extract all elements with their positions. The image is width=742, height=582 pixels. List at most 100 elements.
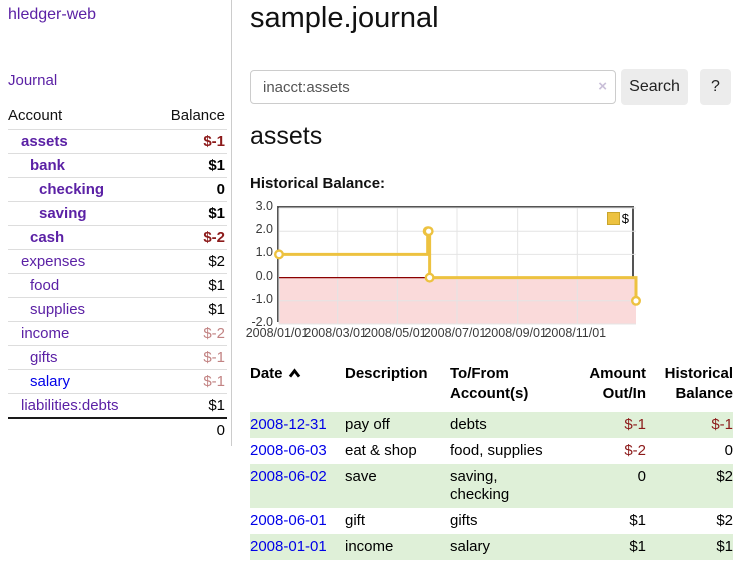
account-link-expenses[interactable]: expenses — [21, 253, 86, 270]
help-button[interactable]: ? — [700, 69, 731, 105]
balance-cell: $1 — [646, 534, 733, 560]
account-row: salary $-1 — [8, 369, 227, 394]
account-name-cell: cash — [8, 225, 154, 250]
x-axis-tick-label: 2008/07/01 — [423, 326, 487, 340]
sidebar: hledger-web Journal Account Balance asse… — [0, 0, 232, 446]
transaction-row: 2008-12-31 pay off debts $-1 $-1 — [250, 412, 733, 438]
sort-ascending-icon — [288, 364, 301, 384]
account-name-cell: bank — [8, 153, 154, 178]
clear-search-icon[interactable]: × — [598, 78, 607, 95]
accounts-cell: saving, checking — [450, 464, 560, 508]
y-axis-tick-label: 1.0 — [255, 245, 273, 260]
account-name-cell: saving — [8, 201, 154, 226]
date-cell: 2008-12-31 — [250, 412, 345, 438]
account-row: expenses $2 — [8, 249, 227, 274]
account-link-liabilities-debts[interactable]: liabilities:debts — [21, 397, 119, 414]
x-axis-tick-label: 2008/05/01 — [364, 326, 427, 340]
accounts-cell: debts — [450, 412, 560, 438]
account-link-income[interactable]: income — [21, 325, 70, 342]
account-balance: $1 — [153, 297, 227, 322]
account-link-supplies[interactable]: supplies — [30, 301, 86, 318]
account-balance: $-1 — [153, 129, 227, 154]
x-axis-tick-label: 2008/01/01 — [245, 326, 309, 340]
transaction-date-link[interactable]: 2008-06-02 — [250, 468, 327, 485]
amount-cell: $1 — [560, 534, 646, 560]
y-axis-tick-label: -2.0 — [251, 315, 273, 329]
transaction-date-link[interactable]: 2008-06-01 — [250, 512, 327, 529]
transaction-date-link[interactable]: 2008-12-31 — [250, 416, 327, 433]
account-name-cell: checking — [8, 177, 154, 202]
amount-cell: $-1 — [560, 412, 646, 438]
account-link-food[interactable]: food — [30, 277, 60, 294]
chart-canvas — [274, 207, 642, 325]
register-header-row: Date Description To/From Account(s) Amou… — [250, 360, 733, 412]
account-row: supplies $1 — [8, 297, 227, 322]
account-row: income $-2 — [8, 321, 227, 346]
account-row: liabilities:debts $1 — [8, 393, 227, 418]
search-button[interactable]: Search — [621, 69, 688, 105]
app-title-link[interactable]: hledger-web — [8, 6, 97, 23]
page-title: sample.journal — [250, 2, 439, 34]
accounts-total-balance: 0 — [153, 417, 227, 442]
account-balance: $-2 — [153, 225, 227, 250]
account-name-cell: salary — [8, 369, 154, 394]
transaction-row: 2008-06-01 gift gifts $1 $2 — [250, 508, 733, 534]
account-link-gifts[interactable]: gifts — [30, 349, 58, 366]
accounts-total-row: 0 — [8, 417, 227, 442]
account-link-assets[interactable]: assets — [21, 133, 68, 150]
description-cell: pay off — [345, 412, 450, 438]
search-input[interactable] — [250, 70, 616, 104]
y-axis-tick-label: 0.0 — [255, 268, 273, 283]
accounts-table: Account Balance assets $-1 bank $1 checking 0… — [8, 104, 227, 442]
amount-column-header: Amount Out/In — [589, 365, 646, 402]
y-axis-tick-label: 3.0 — [255, 199, 273, 213]
x-axis-tick-label: 2008/03/01 — [304, 326, 367, 340]
sidebar-item-journal[interactable]: Journal — [8, 72, 58, 89]
balance-cell: $-1 — [646, 412, 733, 438]
balance-col-header: Balance — [170, 107, 225, 124]
account-balance: $-1 — [153, 369, 227, 394]
accounts-cell: food, supplies — [450, 442, 543, 459]
account-balance: $-2 — [153, 321, 227, 346]
y-axis-tick-label: 2.0 — [255, 222, 273, 237]
account-row: bank $1 — [8, 153, 227, 178]
x-axis-tick-label: 2008/11/01 — [544, 326, 607, 340]
account-link-saving[interactable]: saving — [39, 205, 87, 222]
account-balance: $1 — [153, 201, 227, 226]
transaction-date-link[interactable]: 2008-06-03 — [250, 442, 327, 459]
account-name-cell: assets — [8, 129, 154, 154]
chart-title: Historical Balance: — [250, 175, 386, 192]
description-cell: gift — [345, 512, 366, 529]
account-balance: $2 — [153, 249, 227, 274]
transaction-row: 2008-01-01 income salary $1 $1 — [250, 534, 733, 560]
account-balance: 0 — [153, 177, 227, 202]
account-link-cash[interactable]: cash — [30, 229, 65, 246]
transaction-date-link[interactable]: 2008-01-01 — [250, 538, 327, 555]
main-content: sample.journal × Search ? assets Histori… — [246, 0, 733, 582]
amount-cell: $1 — [629, 512, 646, 529]
description-column-header: Description — [345, 365, 428, 382]
account-name-cell: income — [8, 321, 154, 346]
account-name-cell: liabilities:debts — [8, 393, 154, 418]
balance-cell: $2 — [646, 464, 733, 508]
account-row: saving $1 — [8, 201, 227, 226]
historical-balance-chart: 3.0 2.0 1.0 0.0 -1.0 -2.0 $ 2008/01/01 2008/03… — [246, 196, 732, 346]
accounts-table-header: Account Balance — [8, 104, 227, 130]
accounts-total-spacer — [8, 417, 154, 442]
amount-cell: $-2 — [624, 442, 646, 459]
y-axis-tick-label: -1.0 — [251, 291, 273, 306]
description-cell: eat & shop — [345, 442, 417, 459]
account-balance: $1 — [153, 273, 227, 298]
date-column-header[interactable]: Date — [250, 360, 345, 412]
account-link-salary[interactable]: salary — [30, 373, 71, 390]
account-link-checking[interactable]: checking — [39, 181, 105, 198]
account-row: assets $-1 — [8, 129, 227, 154]
account-name-cell: supplies — [8, 297, 154, 322]
description-cell: income — [345, 534, 450, 560]
account-name-cell: gifts — [8, 345, 154, 370]
register-table: Date Description To/From Account(s) Amou… — [250, 360, 733, 560]
accounts-cell: salary — [450, 534, 560, 560]
description-cell: save — [345, 464, 450, 508]
account-link-bank[interactable]: bank — [30, 157, 66, 174]
account-name-cell: expenses — [8, 249, 154, 274]
